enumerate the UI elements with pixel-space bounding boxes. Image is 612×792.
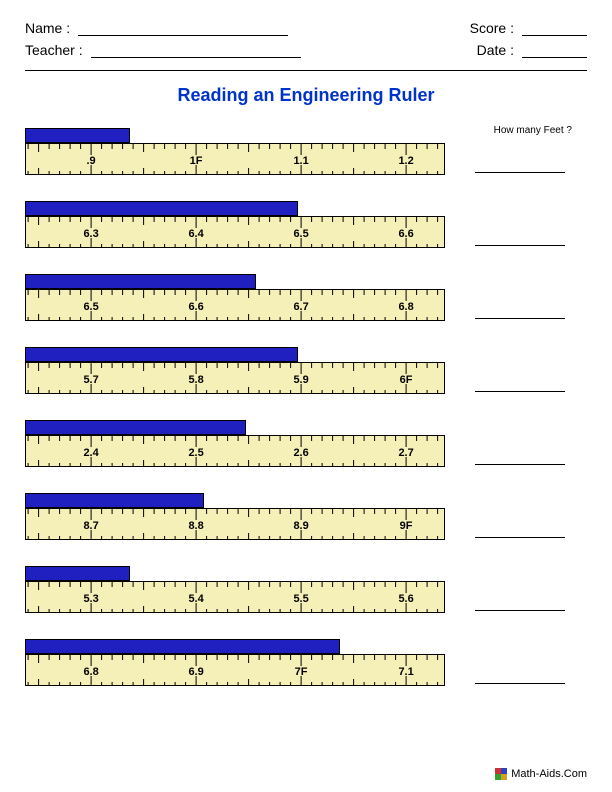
svg-text:6F: 6F xyxy=(400,374,413,386)
column-header: How many Feet ? xyxy=(494,125,572,136)
measure-bar xyxy=(25,347,298,362)
footer: Math-Aids.Com xyxy=(495,768,587,780)
ruler-wrap: 2.4 2.5 2.6 2.7 xyxy=(25,420,445,467)
measure-bar xyxy=(25,420,246,435)
problem-row: 6.3 6.4 6.5 6.6 xyxy=(25,201,587,248)
svg-text:5.4: 5.4 xyxy=(188,593,204,605)
svg-text:5.9: 5.9 xyxy=(293,374,308,386)
answer-line[interactable] xyxy=(475,305,565,319)
svg-text:6.7: 6.7 xyxy=(293,301,308,313)
ruler-wrap: 6.3 6.4 6.5 6.6 xyxy=(25,201,445,248)
svg-text:6.3: 6.3 xyxy=(83,228,98,240)
svg-text:6.6: 6.6 xyxy=(398,228,413,240)
svg-text:8.9: 8.9 xyxy=(293,520,308,532)
name-label: Name : xyxy=(25,20,70,36)
svg-text:6.8: 6.8 xyxy=(83,666,98,678)
measure-bar xyxy=(25,639,340,654)
ruler-wrap: 8.7 8.8 8.9 9F xyxy=(25,493,445,540)
footer-text: Math-Aids.Com xyxy=(511,768,587,780)
ruler-wrap: 6.5 6.6 6.7 6.8 xyxy=(25,274,445,321)
svg-text:2.4: 2.4 xyxy=(83,447,99,459)
problem-row: 6.5 6.6 6.7 6.8 xyxy=(25,274,587,321)
measure-bar xyxy=(25,128,130,143)
ruler-wrap: 5.3 5.4 5.5 5.6 xyxy=(25,566,445,613)
ruler: .9 1F 1.1 1.2 xyxy=(25,143,445,175)
svg-text:6.5: 6.5 xyxy=(83,301,98,313)
svg-text:9F: 9F xyxy=(400,520,413,532)
answer-line[interactable] xyxy=(475,159,565,173)
svg-text:5.8: 5.8 xyxy=(188,374,203,386)
svg-text:5.3: 5.3 xyxy=(83,593,98,605)
measure-bar xyxy=(25,566,130,581)
teacher-field-line[interactable] xyxy=(91,42,301,58)
score-field-line[interactable] xyxy=(522,20,587,36)
date-field-line[interactable] xyxy=(522,42,587,58)
svg-text:8.7: 8.7 xyxy=(83,520,98,532)
page-title: Reading an Engineering Ruler xyxy=(25,85,587,106)
ruler: 8.7 8.8 8.9 9F xyxy=(25,508,445,540)
problem-row: 8.7 8.8 8.9 9F xyxy=(25,493,587,540)
answer-line[interactable] xyxy=(475,378,565,392)
svg-text:1.2: 1.2 xyxy=(398,155,413,167)
ruler: 2.4 2.5 2.6 2.7 xyxy=(25,435,445,467)
problem-row: 5.3 5.4 5.5 5.6 xyxy=(25,566,587,613)
ruler: 5.7 5.8 5.9 6F xyxy=(25,362,445,394)
svg-text:6.9: 6.9 xyxy=(188,666,203,678)
svg-text:.9: .9 xyxy=(87,155,96,167)
measure-bar xyxy=(25,201,298,216)
measure-bar xyxy=(25,493,204,508)
ruler-wrap: 5.7 5.8 5.9 6F xyxy=(25,347,445,394)
teacher-label: Teacher : xyxy=(25,42,83,58)
svg-text:6.6: 6.6 xyxy=(188,301,203,313)
svg-text:7F: 7F xyxy=(295,666,308,678)
svg-text:5.5: 5.5 xyxy=(293,593,308,605)
problem-row: 5.7 5.8 5.9 6F xyxy=(25,347,587,394)
answer-line[interactable] xyxy=(475,524,565,538)
svg-text:2.7: 2.7 xyxy=(398,447,413,459)
answer-line[interactable] xyxy=(475,451,565,465)
problem-row: 2.4 2.5 2.6 2.7 xyxy=(25,420,587,467)
answer-line[interactable] xyxy=(475,670,565,684)
ruler: 6.5 6.6 6.7 6.8 xyxy=(25,289,445,321)
svg-text:2.5: 2.5 xyxy=(188,447,203,459)
ruler-wrap: .9 1F 1.1 1.2 xyxy=(25,128,445,175)
measure-bar xyxy=(25,274,256,289)
svg-text:1F: 1F xyxy=(190,155,203,167)
svg-text:6.8: 6.8 xyxy=(398,301,413,313)
ruler-wrap: 6.8 6.9 7F 7.1 xyxy=(25,639,445,686)
svg-text:6.4: 6.4 xyxy=(188,228,204,240)
svg-text:5.6: 5.6 xyxy=(398,593,413,605)
svg-text:6.5: 6.5 xyxy=(293,228,308,240)
problems-container: .9 1F 1.1 1.2 6.3 6.4 6.5 6.6 6.5 6.6 6.7 6.8 5.7 5.8… xyxy=(25,128,587,686)
header-divider xyxy=(25,70,587,71)
answer-line[interactable] xyxy=(475,597,565,611)
svg-text:2.6: 2.6 xyxy=(293,447,308,459)
date-label: Date : xyxy=(477,42,514,58)
score-label: Score : xyxy=(470,20,514,36)
svg-text:5.7: 5.7 xyxy=(83,374,98,386)
logo-icon xyxy=(495,768,507,780)
answer-line[interactable] xyxy=(475,232,565,246)
ruler: 6.8 6.9 7F 7.1 xyxy=(25,654,445,686)
problem-row: 6.8 6.9 7F 7.1 xyxy=(25,639,587,686)
svg-text:8.8: 8.8 xyxy=(188,520,203,532)
name-field-line[interactable] xyxy=(78,20,288,36)
svg-text:7.1: 7.1 xyxy=(398,666,413,678)
ruler: 5.3 5.4 5.5 5.6 xyxy=(25,581,445,613)
svg-text:1.1: 1.1 xyxy=(293,155,308,167)
ruler: 6.3 6.4 6.5 6.6 xyxy=(25,216,445,248)
